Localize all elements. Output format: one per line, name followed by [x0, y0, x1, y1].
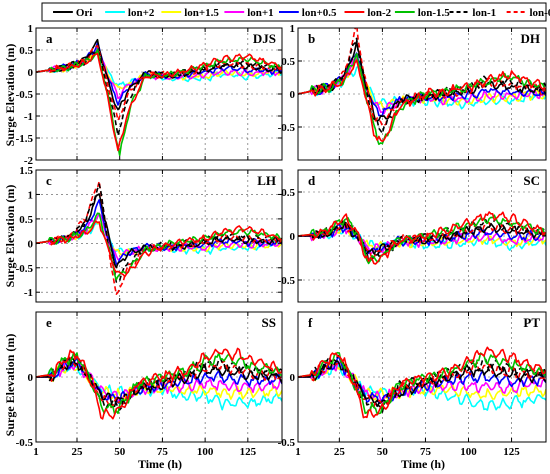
x-tick-label: 50	[377, 446, 389, 458]
x-tick-label: 75	[420, 446, 432, 458]
y-axis-label: Surge Elevation (m)	[3, 44, 17, 147]
y-tick-label: -0.5	[278, 275, 296, 287]
y-tick-label: -0.5	[278, 122, 296, 134]
y-tick-label: -1	[24, 287, 33, 299]
y-tick-label: 1	[290, 23, 296, 35]
series-group	[298, 211, 546, 265]
series-group	[298, 28, 546, 146]
x-tick-label: 1	[33, 446, 39, 458]
station-label: DJS	[253, 31, 276, 46]
y-tick-label: -2	[24, 155, 34, 167]
x-tick-label: 25	[334, 446, 346, 458]
y-tick-label: 0.5	[19, 45, 33, 57]
series-line-lon-2	[298, 211, 546, 265]
series-line-lon-0.5	[298, 358, 546, 410]
legend-label-lon-2: lon-2	[367, 7, 391, 19]
x-tick-label: 100	[197, 446, 214, 458]
y-tick-label: 1.5	[19, 165, 33, 177]
panel-letter: d	[308, 173, 316, 188]
legend-label-lon-0.5: lon-0.5	[529, 7, 550, 19]
station-label: LH	[257, 173, 276, 188]
series-group	[36, 347, 282, 420]
y-tick-label: -1	[24, 111, 33, 123]
series-line-lon-2	[298, 346, 546, 419]
panel-c: -1 -0.5 0 0.5 1 1.5 c LH	[16, 165, 283, 303]
y-tick-label: 0	[290, 231, 296, 243]
x-axis-label: Time (h)	[138, 457, 182, 471]
panel-letter: a	[46, 31, 53, 46]
legend-label-lon-1.5: lon-1.5	[418, 7, 451, 19]
x-tick-label: 1	[295, 446, 301, 458]
x-tick-label: 125	[503, 446, 520, 458]
panel-d: -0.5 0 0.5 d SC	[278, 169, 547, 303]
panels: -2-1.5-1-0.500.51a DJS-0.500.51b DH-1-0.50…	[16, 23, 547, 458]
y-tick-label: 0	[28, 67, 34, 79]
series-line-lon-0.5	[298, 220, 546, 260]
station-label: PT	[523, 315, 540, 330]
series-line-lon-2	[298, 59, 546, 143]
panel-letter: b	[308, 31, 315, 46]
y-tick-label: 0	[290, 372, 296, 384]
y-tick-label: -0.5	[16, 89, 34, 101]
series-line-lon+1.5	[298, 363, 546, 401]
y-tick-label: 1	[28, 189, 34, 201]
y-tick-label: 0.5	[19, 214, 33, 226]
legend-label-lon+1: lon+1	[247, 7, 273, 19]
legend-label-Ori: Ori	[76, 7, 93, 19]
series-line-lon-2	[36, 347, 282, 420]
series-line-lon-0.5	[36, 355, 282, 409]
y-tick-label: 0.5	[281, 187, 295, 199]
y-tick-label: 1	[28, 23, 34, 35]
panel-letter: e	[46, 315, 52, 330]
panel-letter: c	[46, 173, 52, 188]
axes-frame	[35, 169, 283, 303]
series-line-lon-2	[36, 220, 282, 278]
series-line-lon-1	[298, 37, 546, 135]
x-tick-label: 100	[460, 446, 477, 458]
panel-letter: f	[308, 315, 313, 330]
y-tick-label: 0	[28, 238, 34, 250]
x-tick-label: 75	[157, 446, 169, 458]
panel-a: -2 -1.5 -1 -0.5 0 0.5 1a DJS	[16, 23, 283, 167]
panel-b: -0.5 0 0.5 1b DH	[278, 23, 547, 161]
series-line-lon-2	[36, 52, 282, 152]
station-label: SS	[262, 315, 276, 330]
legend-label-lon-1: lon-1	[472, 7, 496, 19]
station-label: SC	[523, 173, 540, 188]
x-tick-label: 125	[240, 446, 257, 458]
x-axis-label: Time (h)	[401, 457, 445, 471]
legend-label-lon+1.5: lon+1.5	[184, 7, 219, 19]
x-tick-label: 25	[72, 446, 84, 458]
panel-e: 1 25 50 75 100 125-0.50e SS	[16, 311, 283, 458]
series-line-lon+1.5	[298, 225, 546, 252]
series-group	[36, 38, 282, 157]
y-tick-label: -1.5	[16, 133, 34, 145]
series-line-lon-1.5	[298, 53, 546, 146]
series-line-lon-1.5	[298, 351, 546, 415]
y-tick-label: -0.5	[16, 437, 34, 449]
legend: Ori lon+2 lon+1.5 lon+1 lon+0.5 lon-2 lon-1.5 l…	[41, 2, 550, 22]
panel-f: 1 25 50 75 100 125-0.50f PT	[278, 311, 547, 458]
y-tick-label: -0.5	[16, 263, 34, 275]
y-axis-label: Surge Elevation (m)	[3, 185, 17, 288]
x-tick-label: 50	[114, 446, 126, 458]
y-tick-label: -0.5	[278, 437, 296, 449]
legend-label-lon+0.5: lon+0.5	[302, 7, 337, 19]
series-line-lon+1.5	[36, 360, 282, 402]
legend-label-lon+2: lon+2	[128, 7, 155, 19]
y-tick-label: 0	[28, 372, 34, 384]
series-group	[298, 346, 546, 419]
station-label: DH	[521, 31, 541, 46]
series-group	[36, 180, 282, 295]
y-axis-label: Surge Elevation (m)	[3, 334, 17, 437]
y-tick-label: 0	[290, 89, 296, 101]
series-line-lon-1.5	[298, 214, 546, 265]
y-tick-label: 0.5	[281, 56, 295, 68]
